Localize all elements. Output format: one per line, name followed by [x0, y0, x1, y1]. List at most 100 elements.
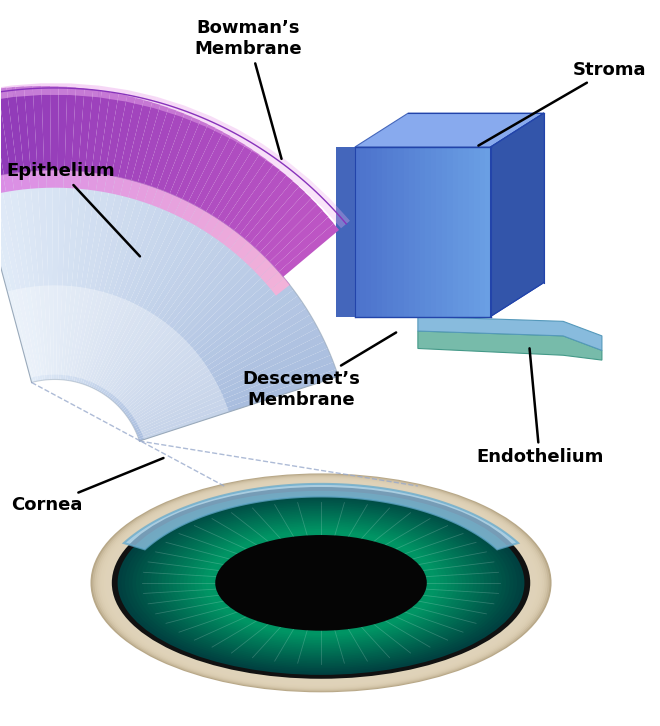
Polygon shape [93, 200, 190, 389]
Ellipse shape [114, 485, 528, 681]
Polygon shape [95, 303, 142, 386]
Polygon shape [157, 114, 193, 191]
Polygon shape [0, 174, 40, 381]
Polygon shape [61, 171, 82, 380]
Polygon shape [117, 256, 269, 407]
Polygon shape [98, 86, 128, 102]
Polygon shape [82, 185, 156, 385]
Polygon shape [108, 231, 241, 399]
Polygon shape [65, 172, 97, 380]
Polygon shape [119, 261, 274, 408]
Ellipse shape [106, 481, 536, 685]
Polygon shape [125, 348, 199, 410]
Ellipse shape [143, 502, 499, 664]
Ellipse shape [136, 499, 506, 666]
Polygon shape [0, 179, 34, 383]
Ellipse shape [110, 483, 532, 682]
Polygon shape [355, 147, 360, 317]
Polygon shape [420, 147, 426, 317]
Polygon shape [133, 328, 321, 428]
Polygon shape [126, 290, 298, 417]
Ellipse shape [205, 531, 436, 635]
Polygon shape [152, 189, 166, 208]
Ellipse shape [215, 535, 427, 631]
Polygon shape [137, 378, 218, 426]
Polygon shape [122, 341, 193, 407]
Ellipse shape [108, 482, 534, 684]
Ellipse shape [180, 519, 462, 647]
Ellipse shape [187, 522, 455, 643]
Polygon shape [44, 285, 54, 375]
Ellipse shape [96, 476, 546, 690]
Polygon shape [194, 136, 238, 208]
Polygon shape [73, 289, 99, 378]
Polygon shape [86, 296, 125, 382]
Ellipse shape [125, 494, 517, 672]
Polygon shape [409, 147, 414, 317]
Polygon shape [203, 216, 220, 234]
Text: Epithelium: Epithelium [6, 162, 140, 256]
Polygon shape [335, 147, 355, 317]
Polygon shape [130, 309, 310, 423]
Ellipse shape [100, 478, 542, 688]
Polygon shape [232, 129, 263, 154]
Ellipse shape [90, 473, 552, 693]
Polygon shape [360, 147, 366, 317]
Polygon shape [280, 160, 310, 188]
Polygon shape [206, 145, 252, 215]
Ellipse shape [104, 480, 538, 685]
Polygon shape [78, 89, 93, 172]
Polygon shape [442, 147, 447, 317]
Text: Bowman’s
Membrane: Bowman’s Membrane [195, 19, 302, 159]
Polygon shape [0, 177, 36, 382]
Polygon shape [100, 308, 150, 388]
Polygon shape [404, 147, 409, 317]
Polygon shape [112, 96, 135, 177]
Text: Stroma: Stroma [478, 60, 646, 146]
Polygon shape [85, 188, 163, 386]
Polygon shape [96, 174, 107, 192]
Polygon shape [0, 89, 4, 176]
Polygon shape [37, 171, 51, 380]
Polygon shape [63, 171, 90, 380]
Polygon shape [22, 171, 47, 380]
Polygon shape [212, 150, 259, 219]
Ellipse shape [158, 509, 484, 657]
Polygon shape [275, 217, 334, 272]
Polygon shape [127, 295, 302, 419]
Polygon shape [200, 141, 246, 211]
Polygon shape [426, 147, 431, 317]
Polygon shape [136, 183, 149, 203]
Polygon shape [3, 174, 14, 192]
Polygon shape [196, 211, 213, 230]
Polygon shape [132, 321, 317, 427]
Polygon shape [114, 245, 258, 404]
Polygon shape [180, 105, 211, 127]
Polygon shape [458, 147, 463, 317]
Polygon shape [0, 88, 17, 174]
Polygon shape [50, 86, 59, 171]
Polygon shape [125, 100, 152, 180]
Polygon shape [29, 171, 39, 189]
Polygon shape [134, 335, 325, 431]
Polygon shape [63, 171, 73, 188]
Polygon shape [229, 165, 280, 230]
Polygon shape [141, 395, 226, 435]
Polygon shape [234, 170, 286, 234]
Polygon shape [150, 111, 185, 189]
Polygon shape [70, 83, 100, 97]
Ellipse shape [165, 513, 477, 653]
Polygon shape [120, 266, 279, 410]
Polygon shape [88, 172, 98, 191]
Polygon shape [131, 102, 160, 182]
Polygon shape [7, 87, 24, 173]
Ellipse shape [172, 515, 469, 650]
Polygon shape [120, 179, 133, 197]
Polygon shape [34, 285, 49, 375]
Polygon shape [55, 171, 64, 188]
Polygon shape [129, 355, 204, 414]
Polygon shape [99, 210, 210, 393]
Polygon shape [216, 225, 234, 244]
Polygon shape [24, 86, 38, 171]
Polygon shape [159, 192, 174, 211]
